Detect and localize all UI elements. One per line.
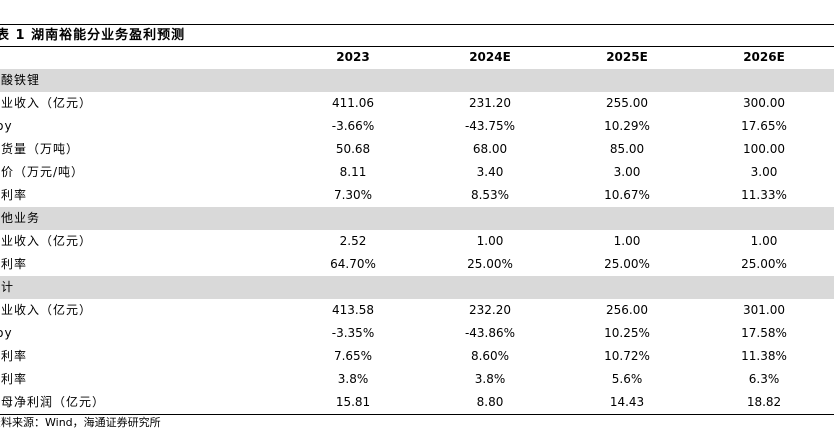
cell-value: 18.82 <box>746 395 782 409</box>
row-label: 营业收入（亿元） <box>0 96 93 110</box>
cell-value: 8.11 <box>339 165 367 179</box>
cell-value: -3.35% <box>331 326 375 340</box>
cell-value: 7.30% <box>333 188 373 202</box>
row-label: yoy <box>0 119 13 133</box>
cell-value: -43.86% <box>464 326 516 340</box>
row-label: 毛利率 <box>0 349 28 363</box>
cell-value: 10.25% <box>604 326 650 340</box>
cell-value: 3.00 <box>750 165 778 179</box>
top-rule <box>0 24 834 25</box>
cell-value: 25.00% <box>604 257 650 271</box>
section-label: 磷酸铁锂 <box>0 73 41 87</box>
title-rule <box>0 46 834 47</box>
cell-value: 25.00% <box>467 257 513 271</box>
column-header: 2026E <box>743 50 785 64</box>
cell-value: -43.75% <box>464 119 516 133</box>
cell-value: 14.43 <box>609 395 645 409</box>
cell-value: 300.00 <box>743 96 785 110</box>
cell-value: 256.00 <box>606 303 648 317</box>
row-label: 净利率 <box>0 372 28 386</box>
cell-value: 10.67% <box>604 188 650 202</box>
cell-value: 301.00 <box>743 303 785 317</box>
cell-value: 68.00 <box>472 142 508 156</box>
cell-value: 11.33% <box>741 188 787 202</box>
bottom-rule <box>0 414 834 415</box>
cell-value: 3.8% <box>337 372 369 386</box>
cell-value: 10.29% <box>604 119 650 133</box>
cell-value: 8.53% <box>470 188 510 202</box>
cell-value: 231.20 <box>469 96 511 110</box>
cell-value: 3.40 <box>476 165 504 179</box>
row-label: yoy <box>0 326 13 340</box>
cell-value: 232.20 <box>469 303 511 317</box>
cell-value: 11.38% <box>741 349 787 363</box>
cell-value: 64.70% <box>330 257 376 271</box>
section-band <box>0 207 834 230</box>
cell-value: 3.8% <box>474 372 506 386</box>
cell-value: 1.00 <box>476 234 504 248</box>
section-band <box>0 276 834 299</box>
table-title: 表 1 湖南裕能分业务盈利预测 <box>0 28 186 43</box>
cell-value: 7.65% <box>333 349 373 363</box>
cell-value: 255.00 <box>606 96 648 110</box>
cell-value: 15.81 <box>335 395 371 409</box>
cell-value: -3.66% <box>331 119 375 133</box>
cell-value: 5.6% <box>611 372 643 386</box>
cell-value: 8.60% <box>470 349 510 363</box>
source-note: 资料来源：Wind，海通证券研究所 <box>0 416 161 429</box>
cell-value: 85.00 <box>609 142 645 156</box>
row-label: 营业收入（亿元） <box>0 234 93 248</box>
cell-value: 1.00 <box>613 234 641 248</box>
cell-value: 10.72% <box>604 349 650 363</box>
column-header: 2025E <box>606 50 648 64</box>
cell-value: 17.65% <box>741 119 787 133</box>
column-header: 2023 <box>336 50 370 64</box>
row-label: 出货量（万吨） <box>0 142 80 156</box>
row-label: 毛利率 <box>0 188 28 202</box>
cell-value: 17.58% <box>741 326 787 340</box>
cell-value: 2.52 <box>339 234 367 248</box>
cell-value: 8.80 <box>476 395 504 409</box>
section-label: 其他业务 <box>0 211 41 225</box>
cell-value: 411.06 <box>332 96 374 110</box>
row-label: 毛利率 <box>0 257 28 271</box>
cell-value: 6.3% <box>748 372 780 386</box>
section-label: 合计 <box>0 280 15 294</box>
section-band <box>0 69 834 92</box>
column-header: 2024E <box>469 50 511 64</box>
row-label: 营业收入（亿元） <box>0 303 93 317</box>
row-label: 单价（万元/吨） <box>0 165 85 179</box>
cell-value: 1.00 <box>750 234 778 248</box>
row-label: 归母净利润（亿元） <box>0 395 106 409</box>
cell-value: 25.00% <box>741 257 787 271</box>
cell-value: 50.68 <box>335 142 371 156</box>
cell-value: 3.00 <box>613 165 641 179</box>
cell-value: 100.00 <box>743 142 785 156</box>
cell-value: 413.58 <box>332 303 374 317</box>
